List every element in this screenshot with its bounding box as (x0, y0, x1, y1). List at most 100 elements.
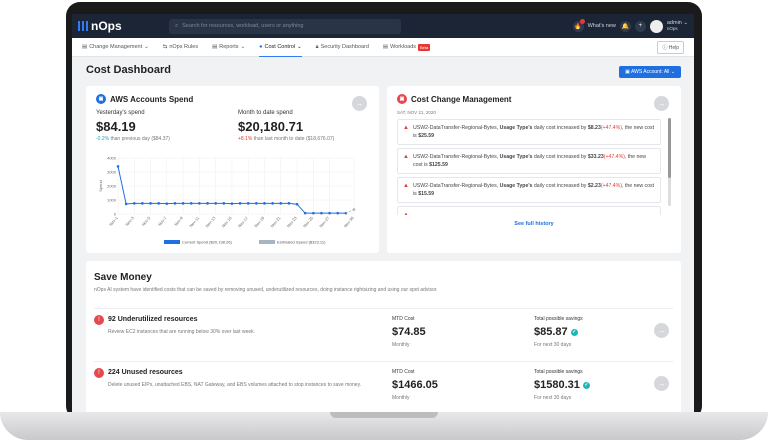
calendar-icon: ▣ (397, 94, 407, 104)
y-tick-label: 0 (114, 212, 117, 217)
app-screen: nOps ⌕ Search for resources, workload, us… (72, 14, 694, 412)
legend-swatch (259, 240, 275, 244)
y-tick-label: 4000 (107, 156, 117, 161)
yesterday-note: than previous day ($84.37) (110, 136, 170, 142)
check-icon: ✓ (570, 328, 578, 336)
cost-change-item-partial[interactable]: ▲ (397, 206, 661, 215)
new-cost: $15.59 (418, 191, 435, 197)
top-bar: nOps ⌕ Search for resources, workload, us… (72, 14, 694, 38)
cost-change-item[interactable]: ▲ USW2-DataTransfer-Regional-Bytes, Usage… (397, 148, 661, 174)
rules-icon: ⇆ (162, 44, 168, 50)
fire-icon[interactable]: 🔥 (572, 18, 585, 32)
alert-icon: ! (94, 315, 104, 325)
report-icon: ▤ (212, 44, 218, 50)
tab-label: Workloads (390, 44, 417, 50)
data-point (165, 202, 169, 205)
dollar-icon: ● (259, 43, 263, 50)
x-tick-label: Nov-1 (108, 215, 119, 227)
mtd-cost-value: $1466.05 (392, 379, 438, 391)
resource: USW2-DataTransfer-Regional-Bytes, (413, 183, 499, 189)
ccm-list[interactable]: ▲ USW2-DataTransfer-Regional-Bytes, Usage… (397, 119, 661, 215)
x-tick-label: Nov-19 (253, 215, 266, 229)
tab-cost-control[interactable]: ● Cost Control ⌄ (259, 38, 302, 57)
help-button[interactable]: ⓘ Help (657, 40, 684, 54)
row-desc: Delete unused EIPs, unattached EBS, NAT … (108, 382, 362, 388)
sub-nav: ▤ Change Management ⌄ ⇆ nOps Rules ▤ Reports… (72, 38, 694, 57)
resource: USW2-DataTransfer-Regional-Bytes, (413, 154, 499, 160)
increase-amount: $33.23 (587, 154, 604, 160)
cost-change-item[interactable]: ▲ USW2-DataTransfer-Regional-Bytes, Usage… (397, 177, 661, 203)
data-point (328, 211, 331, 215)
search-input[interactable]: ⌕ Search for resources, workload, users o… (169, 18, 401, 34)
data-point (116, 165, 120, 168)
avatar[interactable] (649, 19, 663, 33)
ccm-date: SAT, NOV 21, 2020 (397, 110, 436, 115)
x-tick-label: Nov-27 (318, 215, 331, 229)
change-text: daily cost increased by (533, 125, 587, 131)
data-point (124, 202, 128, 206)
mtd-cost-sub: Monthly (392, 395, 410, 401)
increase-amount: $2.23 (587, 183, 601, 189)
resource: USW2-DataTransfer-Regional-Bytes, (413, 125, 499, 131)
y-tick-label: 2000 (107, 184, 117, 189)
mtd-cost-label: MTD Cost (392, 369, 415, 375)
savings-value: $85.87 (534, 326, 568, 338)
save-money-card: Save Money nOps AI system have identifie… (86, 261, 681, 412)
open-row-button[interactable]: → (654, 376, 669, 391)
data-point (255, 202, 258, 205)
increase-pct: (+47.4%) (600, 183, 623, 189)
save-money-desc: nOps AI system have identified costs tha… (94, 287, 438, 293)
notification-dot (579, 18, 585, 24)
x-tick-label: Nov-5 (141, 215, 152, 227)
x-tick-label: Nov-15 (221, 215, 234, 229)
org-name: nOps (666, 26, 678, 31)
aws-account-select[interactable]: ▣ AWS Account: All ⌄ (619, 66, 681, 78)
tab-nops-rules[interactable]: ⇆ nOps Rules (163, 38, 198, 57)
aws-spend-card: ▣ AWS Accounts Spend → Yesterday's spend … (86, 86, 379, 253)
data-point (230, 202, 234, 205)
open-spend-button[interactable]: → (352, 96, 367, 111)
logo-icon (78, 21, 88, 31)
beta-badge: Beta (418, 43, 431, 51)
tab-label: Change Management (89, 44, 143, 50)
increase-pct: (+47.4%) (603, 154, 625, 160)
legend-swatch (164, 240, 180, 244)
increase-amount: $8.23 (587, 125, 601, 131)
workloads-icon: ▤ (382, 44, 389, 50)
user-menu[interactable]: admin ⌄ nOps (666, 20, 688, 31)
y-axis-label: Spend (98, 180, 103, 192)
data-point (198, 202, 201, 205)
tab-reports[interactable]: ▤ Reports ⌄ (212, 44, 246, 50)
help-label: Help (668, 44, 679, 51)
data-point (303, 211, 307, 215)
tab-security-dashboard[interactable]: 🔒︎ Security Dashboard (316, 38, 369, 57)
x-tick-label: Nov-9 (173, 215, 184, 227)
tab-workloads[interactable]: ▤ Workloads Beta (382, 38, 431, 57)
alert-icon: ! (94, 368, 104, 378)
open-row-button[interactable]: → (654, 323, 669, 338)
open-ccm-button[interactable]: → (654, 96, 669, 111)
plus-icon[interactable]: + (634, 20, 646, 32)
warning-icon: ▲ (403, 183, 409, 189)
see-full-history-link[interactable]: See full history (514, 221, 554, 227)
new-cost: $125.59 (429, 162, 448, 168)
savings-row: ! 224 Unused resources Delete unused EIP… (94, 361, 673, 412)
data-point (246, 202, 250, 205)
data-point (263, 202, 266, 205)
search-placeholder: Search for resources, workload, users or… (182, 23, 304, 29)
page-title: Cost Dashboard (86, 64, 171, 76)
data-point (295, 202, 299, 206)
change-text: daily cost increased by (533, 183, 587, 189)
bell-icon[interactable]: 🔔 (619, 20, 631, 32)
scrollbar[interactable] (668, 118, 671, 206)
logo[interactable]: nOps (78, 19, 163, 33)
new-cost: $25.59 (418, 133, 435, 139)
tab-change-management[interactable]: ▤ Change Management ⌄ (82, 44, 149, 50)
mtd-note: than last month to date ($18,676.07) (253, 136, 335, 142)
cost-change-item[interactable]: ▲ USW2-DataTransfer-Regional-Bytes, Usage… (397, 119, 661, 145)
change-tail: , the new cost is (413, 125, 655, 139)
whats-new-link[interactable]: What's new (587, 23, 616, 29)
x-tick-label: Nov-23 (286, 215, 299, 229)
data-point (132, 202, 136, 205)
card-title: AWS Accounts Spend (110, 94, 194, 104)
